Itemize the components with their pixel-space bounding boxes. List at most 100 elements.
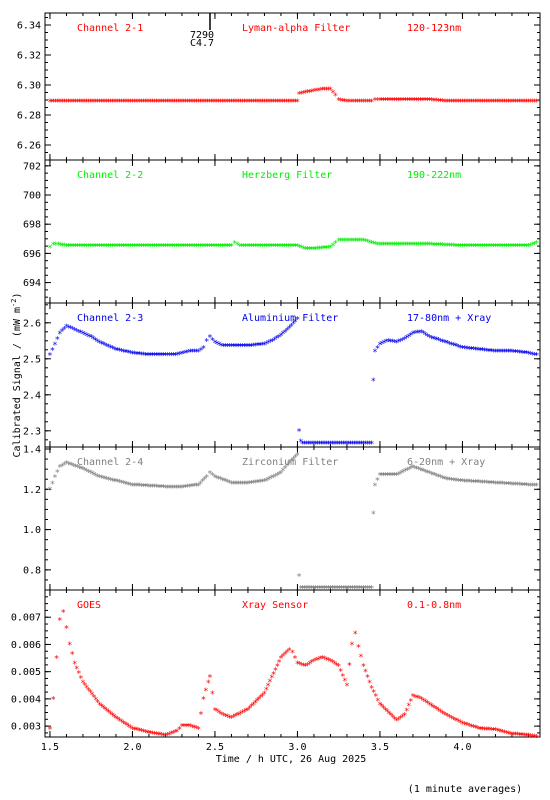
data-point: * — [484, 98, 489, 108]
data-point: * — [262, 478, 267, 488]
data-point: * — [220, 343, 225, 353]
data-point: * — [100, 98, 105, 108]
data-point: * — [474, 243, 479, 253]
panel-filter-label: Zirconium Filter — [242, 457, 338, 468]
data-point: * — [192, 724, 197, 734]
data-point: * — [78, 465, 83, 475]
data-point: * — [201, 243, 206, 253]
data-point: * — [338, 97, 343, 107]
data-point: * — [340, 97, 345, 107]
y-tick-label: 0.8 — [23, 565, 41, 576]
data-point: * — [532, 482, 537, 492]
data-point: * — [365, 238, 370, 248]
data-point: * — [296, 91, 301, 101]
data-point: * — [469, 346, 474, 356]
data-point: * — [223, 243, 228, 253]
data-point: * — [474, 479, 479, 489]
data-point: * — [330, 659, 335, 669]
data-point: * — [181, 723, 186, 733]
data-point: * — [500, 729, 505, 739]
data-point: * — [441, 242, 446, 252]
data-point: * — [467, 345, 472, 355]
x-tick-label: 3.5 — [371, 742, 389, 753]
data-point: * — [317, 655, 322, 665]
data-point: * — [218, 98, 223, 108]
data-point: * — [75, 243, 80, 253]
data-point: * — [398, 714, 403, 724]
data-point: * — [269, 674, 274, 684]
data-point: * — [253, 243, 258, 253]
data-point: * — [242, 708, 247, 718]
data-point: * — [115, 347, 120, 357]
data-point: * — [196, 348, 201, 358]
data-point: * — [284, 243, 289, 253]
data-point: * — [326, 440, 331, 450]
data-point: * — [322, 440, 327, 450]
data-series: ****************************************… — [47, 452, 539, 595]
data-point: * — [333, 92, 338, 102]
data-point: * — [47, 352, 52, 362]
data-point: * — [350, 98, 355, 108]
data-point: * — [367, 679, 372, 689]
data-point: * — [402, 712, 407, 722]
panel-4: 0.8 1.0 1.2 1.4 Channel 2-4 Zirconium Filter 6… — [23, 445, 541, 595]
data-point: * — [498, 348, 503, 358]
data-point: * — [284, 327, 289, 337]
data-point: * — [104, 342, 109, 352]
data-point: * — [518, 243, 523, 253]
data-point: * — [253, 479, 258, 489]
data-point: * — [421, 97, 426, 107]
data-point: * — [383, 97, 388, 107]
data-point: * — [451, 98, 456, 108]
panel-1: 6.26 6.28 6.30 6.32 6.34 Channel 2-1 Lyman-alp… — [17, 12, 541, 161]
data-point: * — [126, 481, 131, 491]
data-point: * — [430, 703, 435, 713]
data-point: * — [386, 97, 391, 107]
data-point: * — [456, 98, 461, 108]
data-point: * — [135, 351, 140, 361]
data-point: * — [309, 88, 314, 98]
data-point: * — [264, 477, 269, 487]
data-point: * — [522, 482, 527, 492]
data-point: * — [498, 480, 503, 490]
data-point: * — [111, 477, 116, 487]
data-point: * — [429, 241, 434, 251]
data-point: * — [432, 97, 437, 107]
data-point: * — [462, 478, 467, 488]
data-point: * — [124, 349, 129, 359]
data-point: * — [383, 706, 388, 716]
data-point: * — [82, 243, 87, 253]
data-point: * — [251, 342, 256, 352]
data-point: * — [315, 584, 320, 594]
data-point: * — [335, 440, 340, 450]
data-point: * — [130, 482, 135, 492]
data-point: * — [80, 98, 85, 108]
data-point: * — [238, 710, 243, 720]
data-point: * — [231, 98, 236, 108]
data-point: * — [102, 705, 107, 715]
data-point: * — [133, 350, 138, 360]
data-point: * — [152, 98, 157, 108]
data-point: * — [128, 98, 133, 108]
data-point: * — [397, 241, 402, 251]
data-point: * — [463, 721, 468, 731]
data-point: * — [408, 331, 413, 341]
data-point: * — [303, 246, 308, 256]
data-point: * — [452, 716, 457, 726]
data-point: * — [491, 348, 496, 358]
panel-channel-label: Channel 2-2 — [77, 170, 143, 181]
data-point: * — [344, 440, 349, 450]
data-point: * — [377, 241, 382, 251]
data-point: * — [243, 98, 248, 108]
data-point: * — [388, 97, 393, 107]
data-point: * — [238, 480, 243, 490]
data-point: * — [311, 657, 316, 667]
data-point: * — [192, 348, 197, 358]
data-point: * — [154, 98, 159, 108]
data-point: * — [280, 653, 285, 663]
data-point: * — [371, 240, 376, 250]
data-point: * — [254, 342, 259, 352]
data-point: * — [432, 704, 437, 714]
data-point: * — [161, 484, 166, 494]
data-point: * — [336, 237, 341, 247]
